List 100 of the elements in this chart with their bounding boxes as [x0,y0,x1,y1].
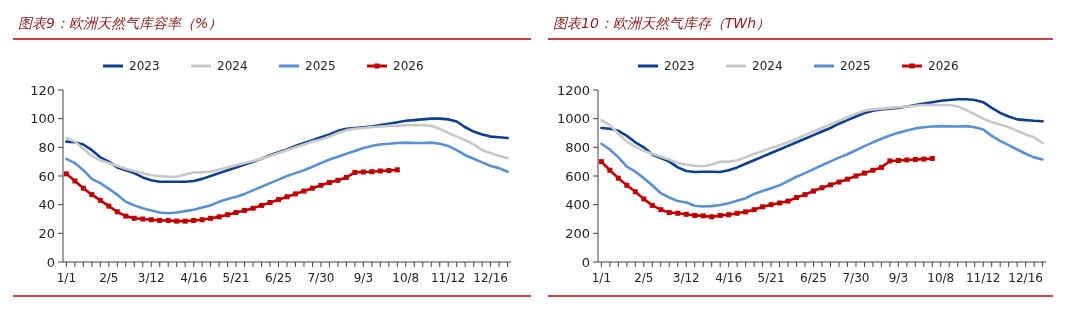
chart-title: 图表9：欧洲天然气库容率（%） [18,15,223,31]
point [199,217,205,223]
point [683,211,689,217]
y-tick-label: 1000 [556,111,590,127]
point [649,202,655,208]
point [301,188,307,194]
point [309,185,315,191]
point [335,177,341,183]
x-tick-label: 2/5 [634,271,654,285]
x-tick-label: 12/16 [1008,271,1043,285]
point [751,207,757,213]
point [72,178,78,184]
line-series [65,141,509,215]
point [106,203,112,209]
chart-title: 图表10：欧洲天然气库存（TWh） [553,15,771,31]
point [624,182,630,188]
point [598,159,604,165]
legend-label: 2023 [664,59,695,74]
x-tick-label: 11/12 [430,271,466,285]
point [318,182,324,188]
y-tick-label: 0 [581,254,590,270]
x-tick-label: 5/21 [222,271,250,285]
point [377,168,383,174]
x-tick-label: 1/1 [591,271,612,285]
point [632,189,638,195]
x-tick-label: 12/16 [473,271,508,285]
legend-label: 2024 [217,59,248,74]
y-tick-label: 40 [38,197,55,213]
x-tick-label: 10/8 [392,271,420,285]
y-tick-label: 400 [565,197,590,213]
point [369,169,375,175]
legend-label: 2026 [393,59,424,74]
point [233,210,239,216]
point [734,210,740,216]
point [912,157,918,163]
point [811,188,817,194]
x-tick-label: 4/16 [715,271,743,285]
y-tick-label: 0 [46,254,55,270]
x-tick-label: 10/8 [927,271,955,285]
point [836,179,842,185]
point [276,197,282,203]
x-tick-label: 4/16 [180,271,208,285]
x-tick-label: 7/30 [842,271,870,285]
y-tick-label: 120 [30,82,55,98]
point [250,205,256,211]
point [929,156,935,162]
point [861,170,867,176]
point [123,213,129,219]
y-tick-label: 1200 [556,82,590,98]
point [615,175,621,181]
point [140,216,146,222]
y-tick-label: 200 [565,225,590,241]
line-series [65,123,509,179]
point [326,179,332,185]
point [97,197,103,203]
point [394,167,400,173]
point [827,182,833,188]
legend-label: 2023 [129,59,160,74]
legend-label: 2024 [752,59,783,74]
x-tick-label: 11/12 [965,271,1001,285]
point [208,215,214,221]
point [182,218,188,224]
point [165,217,171,223]
point [267,200,273,206]
point [641,196,647,202]
point [89,192,95,198]
point [259,202,265,208]
point [343,174,349,180]
point [794,195,800,200]
y-tick-label: 100 [30,111,55,127]
x-tick-label: 5/21 [757,271,785,285]
x-tick-label: 6/25 [265,271,292,285]
point [352,169,358,175]
x-tick-label: 3/12 [137,271,165,285]
point [360,169,366,175]
x-tick-label: 2/5 [99,271,119,285]
x-tick-label: 9/3 [888,271,909,285]
y-tick-label: 80 [38,139,55,155]
x-tick-label: 1/1 [56,271,77,285]
y-tick-label: 20 [38,225,55,241]
y-tick-label: 60 [38,168,55,184]
point [887,158,893,164]
point [63,171,69,177]
point [768,202,774,208]
y-tick-label: 800 [565,139,590,155]
point [131,215,137,221]
point [870,167,876,173]
y-tick-label: 600 [565,168,590,184]
point [80,185,86,191]
point [785,198,791,204]
point [853,173,859,179]
point [921,156,927,162]
x-tick-label: 6/25 [800,271,827,285]
point [743,209,749,215]
point [844,176,850,182]
point [802,192,808,198]
point [675,210,681,216]
point [700,213,706,219]
point [292,191,298,197]
point [819,185,825,191]
